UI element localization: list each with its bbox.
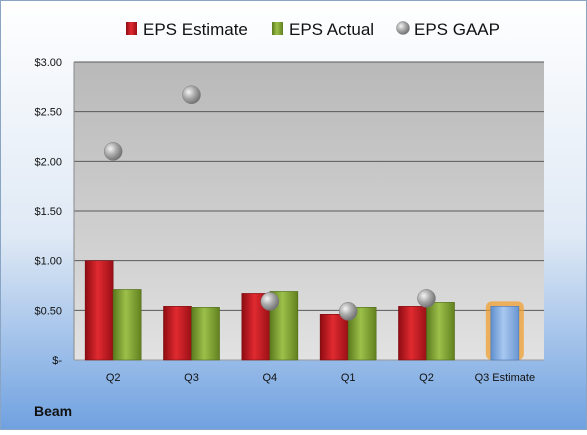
point-eps-gaap	[182, 85, 201, 105]
bar-eps-actual	[191, 307, 220, 361]
gridlines	[73, 61, 544, 361]
x-tick-label: Q4	[262, 372, 277, 384]
point-eps-gaap	[417, 289, 436, 308]
bar-eps-estimate	[163, 306, 192, 361]
point-eps-gaap	[260, 292, 280, 311]
legend-swatch	[396, 21, 410, 35]
x-tick-label: Q2	[419, 372, 434, 384]
y-tick-label: $0.50	[34, 305, 62, 317]
y-tick-label: $1.00	[34, 256, 62, 268]
bar-eps-actual	[426, 302, 455, 361]
legend-swatch	[126, 22, 137, 35]
bar-eps-estimate	[398, 306, 427, 361]
y-tick-label: $3.00	[34, 57, 62, 69]
x-axis-ticks: Q2 Q3 Q4 Q1 Q2 Q3 Estimate	[106, 372, 535, 384]
bar-eps-estimate	[319, 314, 349, 361]
x-tick-label: Q2	[106, 372, 121, 384]
x-tick-label: Q3	[184, 372, 199, 384]
x-tick-label: Q1	[341, 372, 356, 384]
y-tick-label: $-	[52, 355, 62, 367]
y-axis-ticks: $- $0.50 $1.00 $1.50 $2.00 $2.50 $3.00	[34, 57, 62, 367]
legend: EPS Estimate EPS Actual EPS GAAP	[126, 20, 500, 39]
legend-label: EPS GAAP	[414, 20, 500, 39]
point-eps-gaap	[338, 302, 358, 321]
point-eps-gaap	[103, 142, 123, 161]
y-tick-label: $2.50	[34, 107, 62, 119]
legend-label: EPS Actual	[289, 20, 374, 39]
bar-next-estimate	[490, 306, 520, 361]
legend-swatch	[272, 22, 283, 35]
y-tick-label: $1.50	[34, 206, 62, 218]
gaap-points	[103, 85, 436, 321]
bar-eps-estimate	[84, 260, 114, 361]
company-label: Beam	[34, 403, 72, 419]
y-tick-label: $2.00	[34, 156, 62, 168]
x-tick-label: Q3 Estimate	[475, 372, 536, 384]
bar-eps-actual	[112, 289, 142, 361]
bars	[84, 260, 524, 361]
legend-label: EPS Estimate	[143, 20, 248, 39]
